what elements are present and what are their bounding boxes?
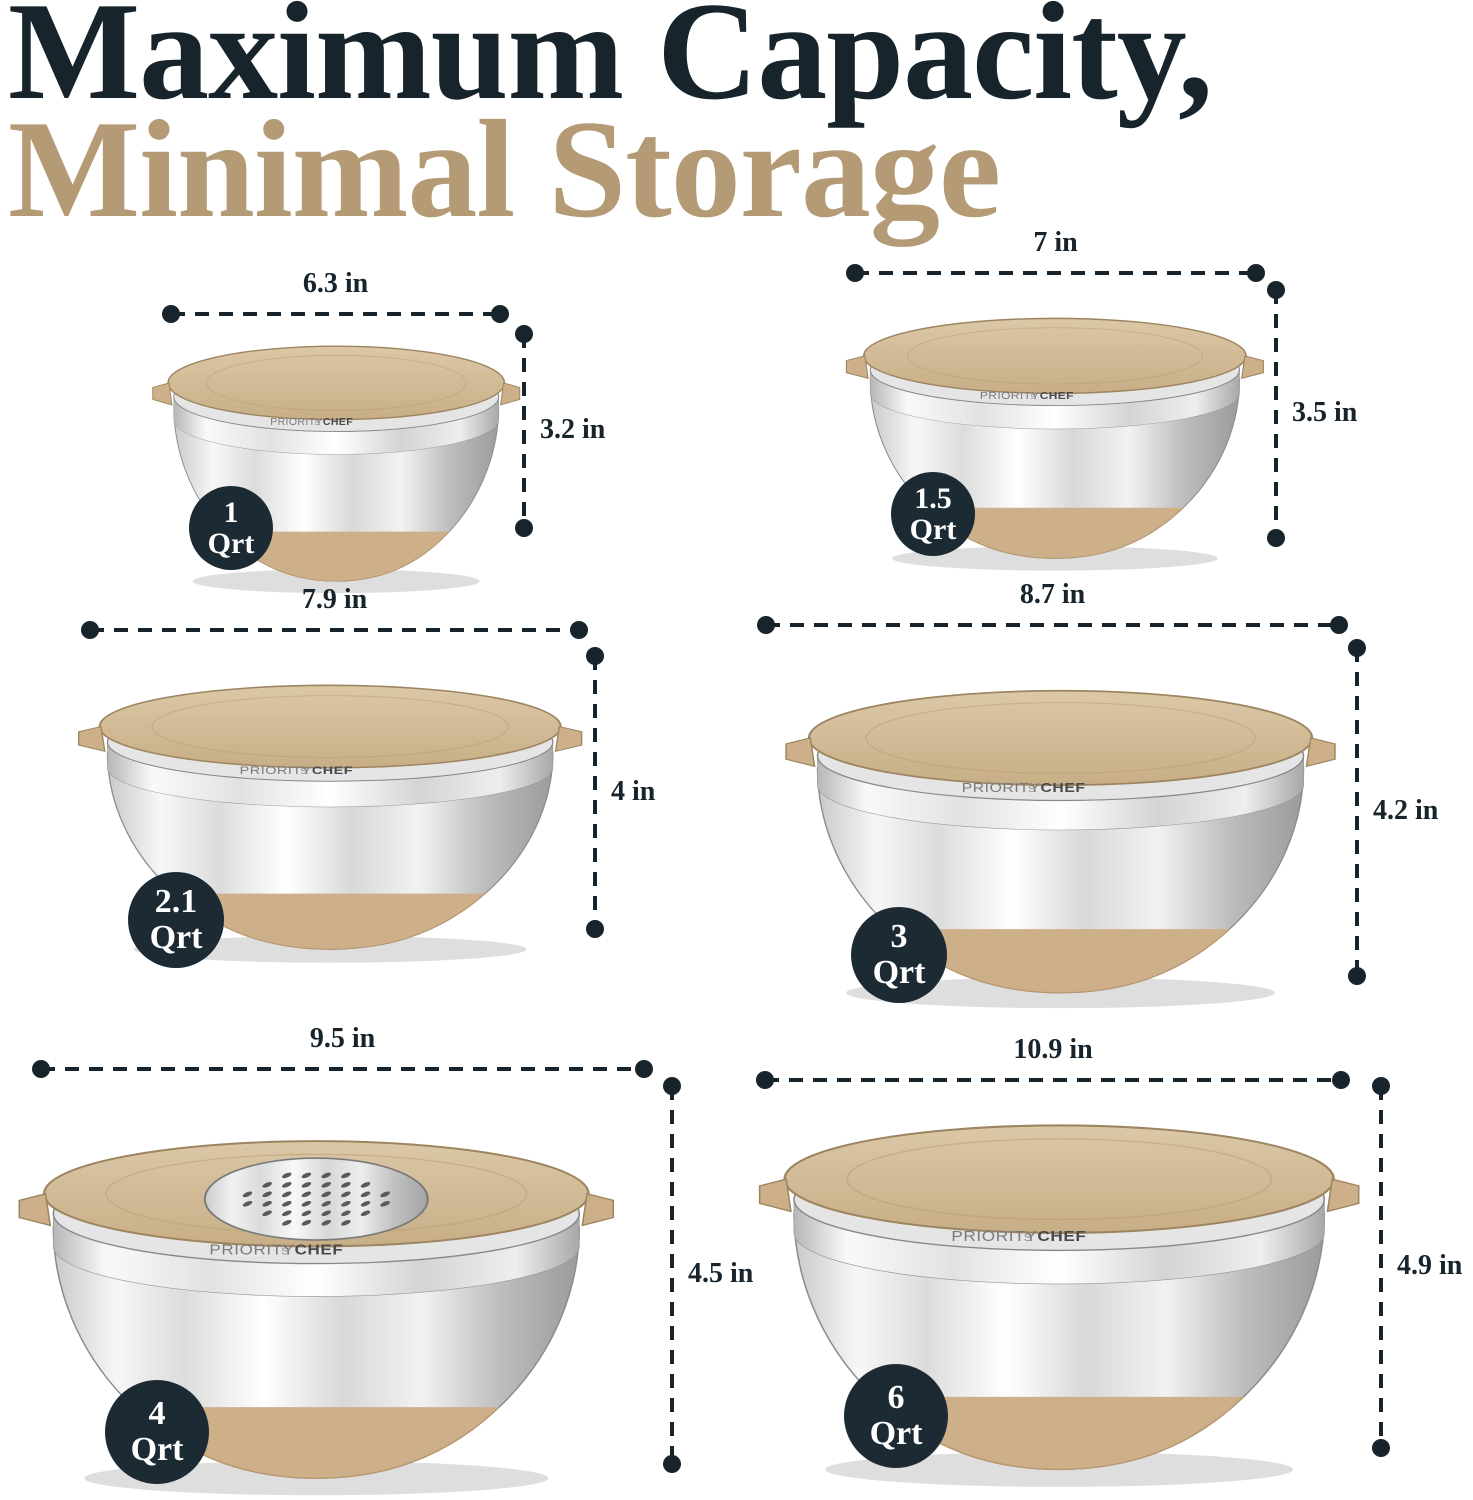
svg-text:CHEF: CHEF [294,1242,343,1258]
svg-text:CHEF: CHEF [323,417,353,428]
svg-text:CHEF: CHEF [1039,390,1073,401]
svg-text:CHEF: CHEF [1038,1229,1087,1245]
svg-text:PRIORITY: PRIORITY [952,1229,1038,1245]
svg-text:CHEF: CHEF [1041,782,1086,796]
svg-text:PRIORITY: PRIORITY [240,763,312,776]
svg-text:PRIORITY: PRIORITY [209,1242,294,1258]
svg-text:CHEF: CHEF [312,763,353,776]
svg-text:PRIORITY: PRIORITY [962,782,1041,796]
svg-text:PRIORITY: PRIORITY [270,417,323,428]
svg-text:PRIORITY: PRIORITY [979,390,1039,401]
